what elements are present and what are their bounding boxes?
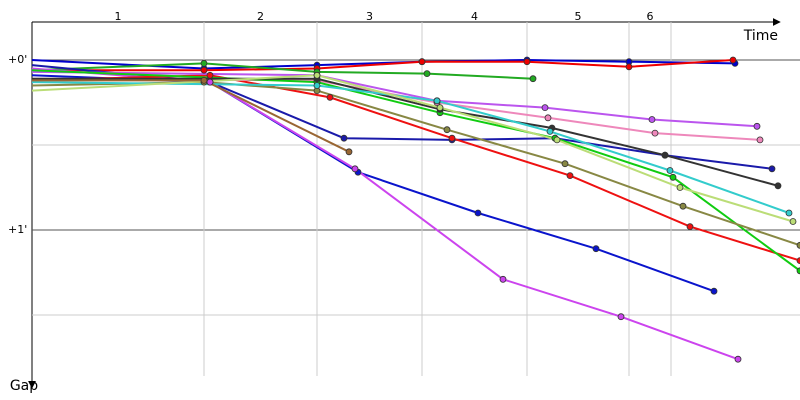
point-marker [200, 66, 208, 74]
lap-label: 1 [115, 10, 122, 23]
point-marker [200, 60, 208, 67]
point-marker [436, 104, 444, 111]
y-tick-label: +1' [8, 223, 27, 236]
point-marker [443, 126, 451, 134]
point-marker [313, 82, 321, 89]
point-marker [710, 287, 718, 295]
point-marker [541, 104, 549, 111]
point-marker [326, 94, 334, 101]
point-marker [651, 129, 659, 137]
point-marker [544, 114, 552, 122]
point-marker [785, 209, 793, 217]
lap-label: 3 [366, 10, 373, 23]
point-marker [676, 184, 684, 191]
point-marker [774, 182, 782, 190]
point-marker [418, 58, 426, 66]
point-marker [566, 172, 574, 180]
point-marker [686, 223, 694, 231]
point-marker [433, 97, 441, 105]
point-marker [625, 63, 633, 71]
point-marker [734, 355, 742, 363]
series-line [31, 67, 739, 361]
point-marker [200, 77, 208, 84]
point-marker [351, 165, 359, 173]
point-marker [796, 267, 800, 275]
lap-label: 2 [257, 10, 264, 23]
point-marker [499, 275, 507, 283]
x-axis-label: Time [743, 28, 778, 44]
point-marker [206, 71, 214, 79]
point-marker [669, 173, 677, 181]
y-tick-label: +0' [8, 53, 27, 66]
point-marker [661, 151, 669, 159]
point-marker [561, 160, 569, 168]
point-marker [768, 165, 776, 173]
point-marker [423, 70, 431, 77]
point-marker [523, 58, 531, 66]
point-marker [729, 56, 737, 64]
point-marker [648, 116, 656, 123]
point-marker [592, 245, 600, 253]
series-line [31, 74, 794, 223]
point-marker [553, 136, 561, 144]
point-marker [529, 75, 537, 83]
point-marker [679, 202, 687, 210]
point-marker [206, 78, 214, 86]
point-marker [313, 71, 321, 79]
point-marker [546, 127, 554, 135]
point-marker [448, 134, 456, 142]
point-marker [617, 313, 625, 321]
point-marker [753, 122, 761, 130]
lap-label: 5 [575, 10, 582, 23]
series-line [32, 79, 350, 153]
series-line [31, 69, 800, 272]
point-marker [340, 134, 348, 142]
series-line [31, 81, 790, 214]
point-marker [666, 167, 674, 174]
point-marker [345, 148, 353, 156]
series-line [31, 70, 758, 128]
series-line [31, 77, 761, 141]
point-marker [789, 218, 797, 225]
point-marker [474, 209, 482, 217]
point-marker [796, 257, 800, 264]
lap-label: 6 [647, 10, 654, 23]
point-marker [796, 241, 800, 249]
y-axis-label: Gap [10, 378, 38, 394]
point-marker [756, 136, 764, 144]
lap-label: 4 [471, 10, 478, 23]
